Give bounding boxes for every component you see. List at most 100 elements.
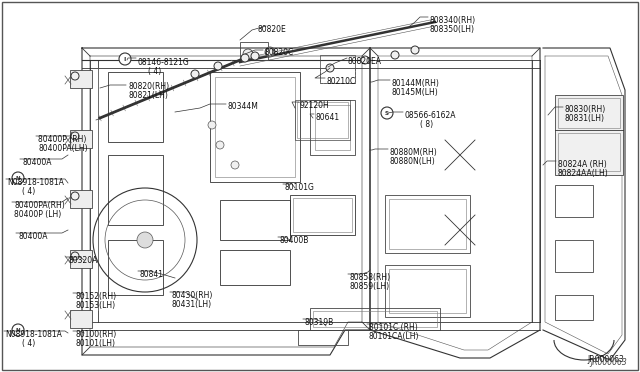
Bar — [70, 190, 92, 208]
Bar — [310, 100, 355, 155]
Circle shape — [216, 141, 224, 149]
Circle shape — [71, 132, 79, 140]
Text: N08918-1081A: N08918-1081A — [5, 330, 62, 339]
Text: 80858(RH): 80858(RH) — [350, 273, 391, 282]
Text: 80824AA(LH): 80824AA(LH) — [558, 169, 609, 178]
Circle shape — [12, 172, 24, 184]
Text: 80101C (RH): 80101C (RH) — [369, 323, 418, 332]
Bar — [108, 155, 163, 225]
Circle shape — [411, 46, 419, 54]
Text: ( 8): ( 8) — [420, 120, 433, 129]
Text: 808340(RH): 808340(RH) — [430, 16, 476, 25]
Circle shape — [137, 232, 153, 248]
Text: ( 4): ( 4) — [22, 187, 35, 196]
Circle shape — [71, 72, 79, 80]
Circle shape — [265, 47, 275, 57]
Text: 80820E: 80820E — [258, 25, 287, 34]
Text: 80101(LH): 80101(LH) — [75, 339, 115, 348]
Text: 80144M(RH): 80144M(RH) — [392, 79, 440, 88]
Bar — [315, 105, 350, 150]
Bar — [240, 42, 268, 60]
Bar — [555, 240, 593, 272]
Text: JR000063: JR000063 — [590, 358, 627, 367]
Text: JR000063: JR000063 — [587, 355, 624, 364]
Text: 80210C: 80210C — [327, 77, 356, 86]
Text: 80820EA: 80820EA — [348, 57, 382, 66]
Bar — [70, 130, 92, 148]
Text: 80101G: 80101G — [285, 183, 315, 192]
Circle shape — [391, 51, 399, 59]
Bar — [295, 100, 350, 140]
Text: 80831(LH): 80831(LH) — [565, 114, 605, 123]
Text: 80320A: 80320A — [68, 256, 97, 265]
Text: 80641: 80641 — [316, 113, 340, 122]
Bar — [320, 55, 355, 83]
Bar — [310, 308, 440, 330]
Circle shape — [119, 53, 131, 65]
Text: 80431(LH): 80431(LH) — [172, 300, 212, 309]
Text: 80152(RH): 80152(RH) — [75, 292, 116, 301]
Text: 92120H: 92120H — [300, 101, 330, 110]
Circle shape — [71, 252, 79, 260]
Text: 80400B: 80400B — [280, 236, 309, 245]
Bar — [290, 195, 355, 235]
Text: 80145M(LH): 80145M(LH) — [392, 88, 439, 97]
Text: 80153(LH): 80153(LH) — [75, 301, 115, 310]
Bar — [555, 185, 593, 217]
Circle shape — [326, 64, 334, 72]
Text: 80400PA(RH): 80400PA(RH) — [14, 201, 65, 210]
Bar — [70, 310, 92, 328]
Text: 80400PA(LH): 80400PA(LH) — [38, 144, 88, 153]
Bar — [108, 240, 163, 295]
Bar — [220, 250, 290, 285]
Bar — [70, 70, 92, 88]
Bar — [210, 72, 300, 182]
Circle shape — [381, 107, 393, 119]
Circle shape — [191, 70, 199, 78]
Bar — [215, 77, 295, 177]
Text: 80319B: 80319B — [305, 318, 334, 327]
Text: 08146-8121G: 08146-8121G — [138, 58, 189, 67]
Bar — [293, 198, 352, 232]
Text: ( 4): ( 4) — [148, 67, 161, 76]
Text: 80820(RH): 80820(RH) — [128, 82, 169, 91]
Circle shape — [241, 54, 249, 62]
Text: 80824A (RH): 80824A (RH) — [558, 160, 607, 169]
Bar — [389, 269, 466, 313]
Text: 80101CA(LH): 80101CA(LH) — [369, 332, 419, 341]
Text: S: S — [385, 110, 389, 115]
Text: 80830(RH): 80830(RH) — [565, 105, 606, 114]
Bar — [385, 265, 470, 317]
Text: 80100(RH): 80100(RH) — [75, 330, 116, 339]
Text: 808350(LH): 808350(LH) — [430, 25, 475, 34]
Bar — [558, 98, 620, 128]
Circle shape — [208, 121, 216, 129]
Text: N: N — [16, 176, 20, 180]
Circle shape — [231, 161, 239, 169]
Circle shape — [12, 324, 24, 336]
Text: 80344M: 80344M — [228, 102, 259, 111]
Text: 80400P (RH): 80400P (RH) — [38, 135, 86, 144]
Text: 80821(LH): 80821(LH) — [128, 91, 168, 100]
Text: N08918-1081A: N08918-1081A — [7, 178, 64, 187]
Circle shape — [266, 48, 274, 56]
Text: I: I — [124, 57, 126, 61]
Bar — [70, 250, 92, 268]
Text: 80859(LH): 80859(LH) — [350, 282, 390, 291]
Bar — [297, 102, 348, 138]
Bar — [555, 95, 623, 175]
Bar — [220, 200, 290, 240]
Circle shape — [214, 62, 222, 70]
Bar — [558, 133, 620, 171]
Text: 80400A: 80400A — [18, 232, 47, 241]
Circle shape — [251, 52, 259, 60]
Circle shape — [71, 192, 79, 200]
Circle shape — [243, 49, 253, 59]
Bar — [385, 195, 470, 253]
Text: 80430(RH): 80430(RH) — [172, 291, 213, 300]
Text: N: N — [16, 327, 20, 333]
Text: 80841: 80841 — [140, 270, 164, 279]
Text: 08566-6162A: 08566-6162A — [405, 111, 456, 120]
Bar — [108, 72, 163, 142]
Bar — [313, 311, 437, 327]
